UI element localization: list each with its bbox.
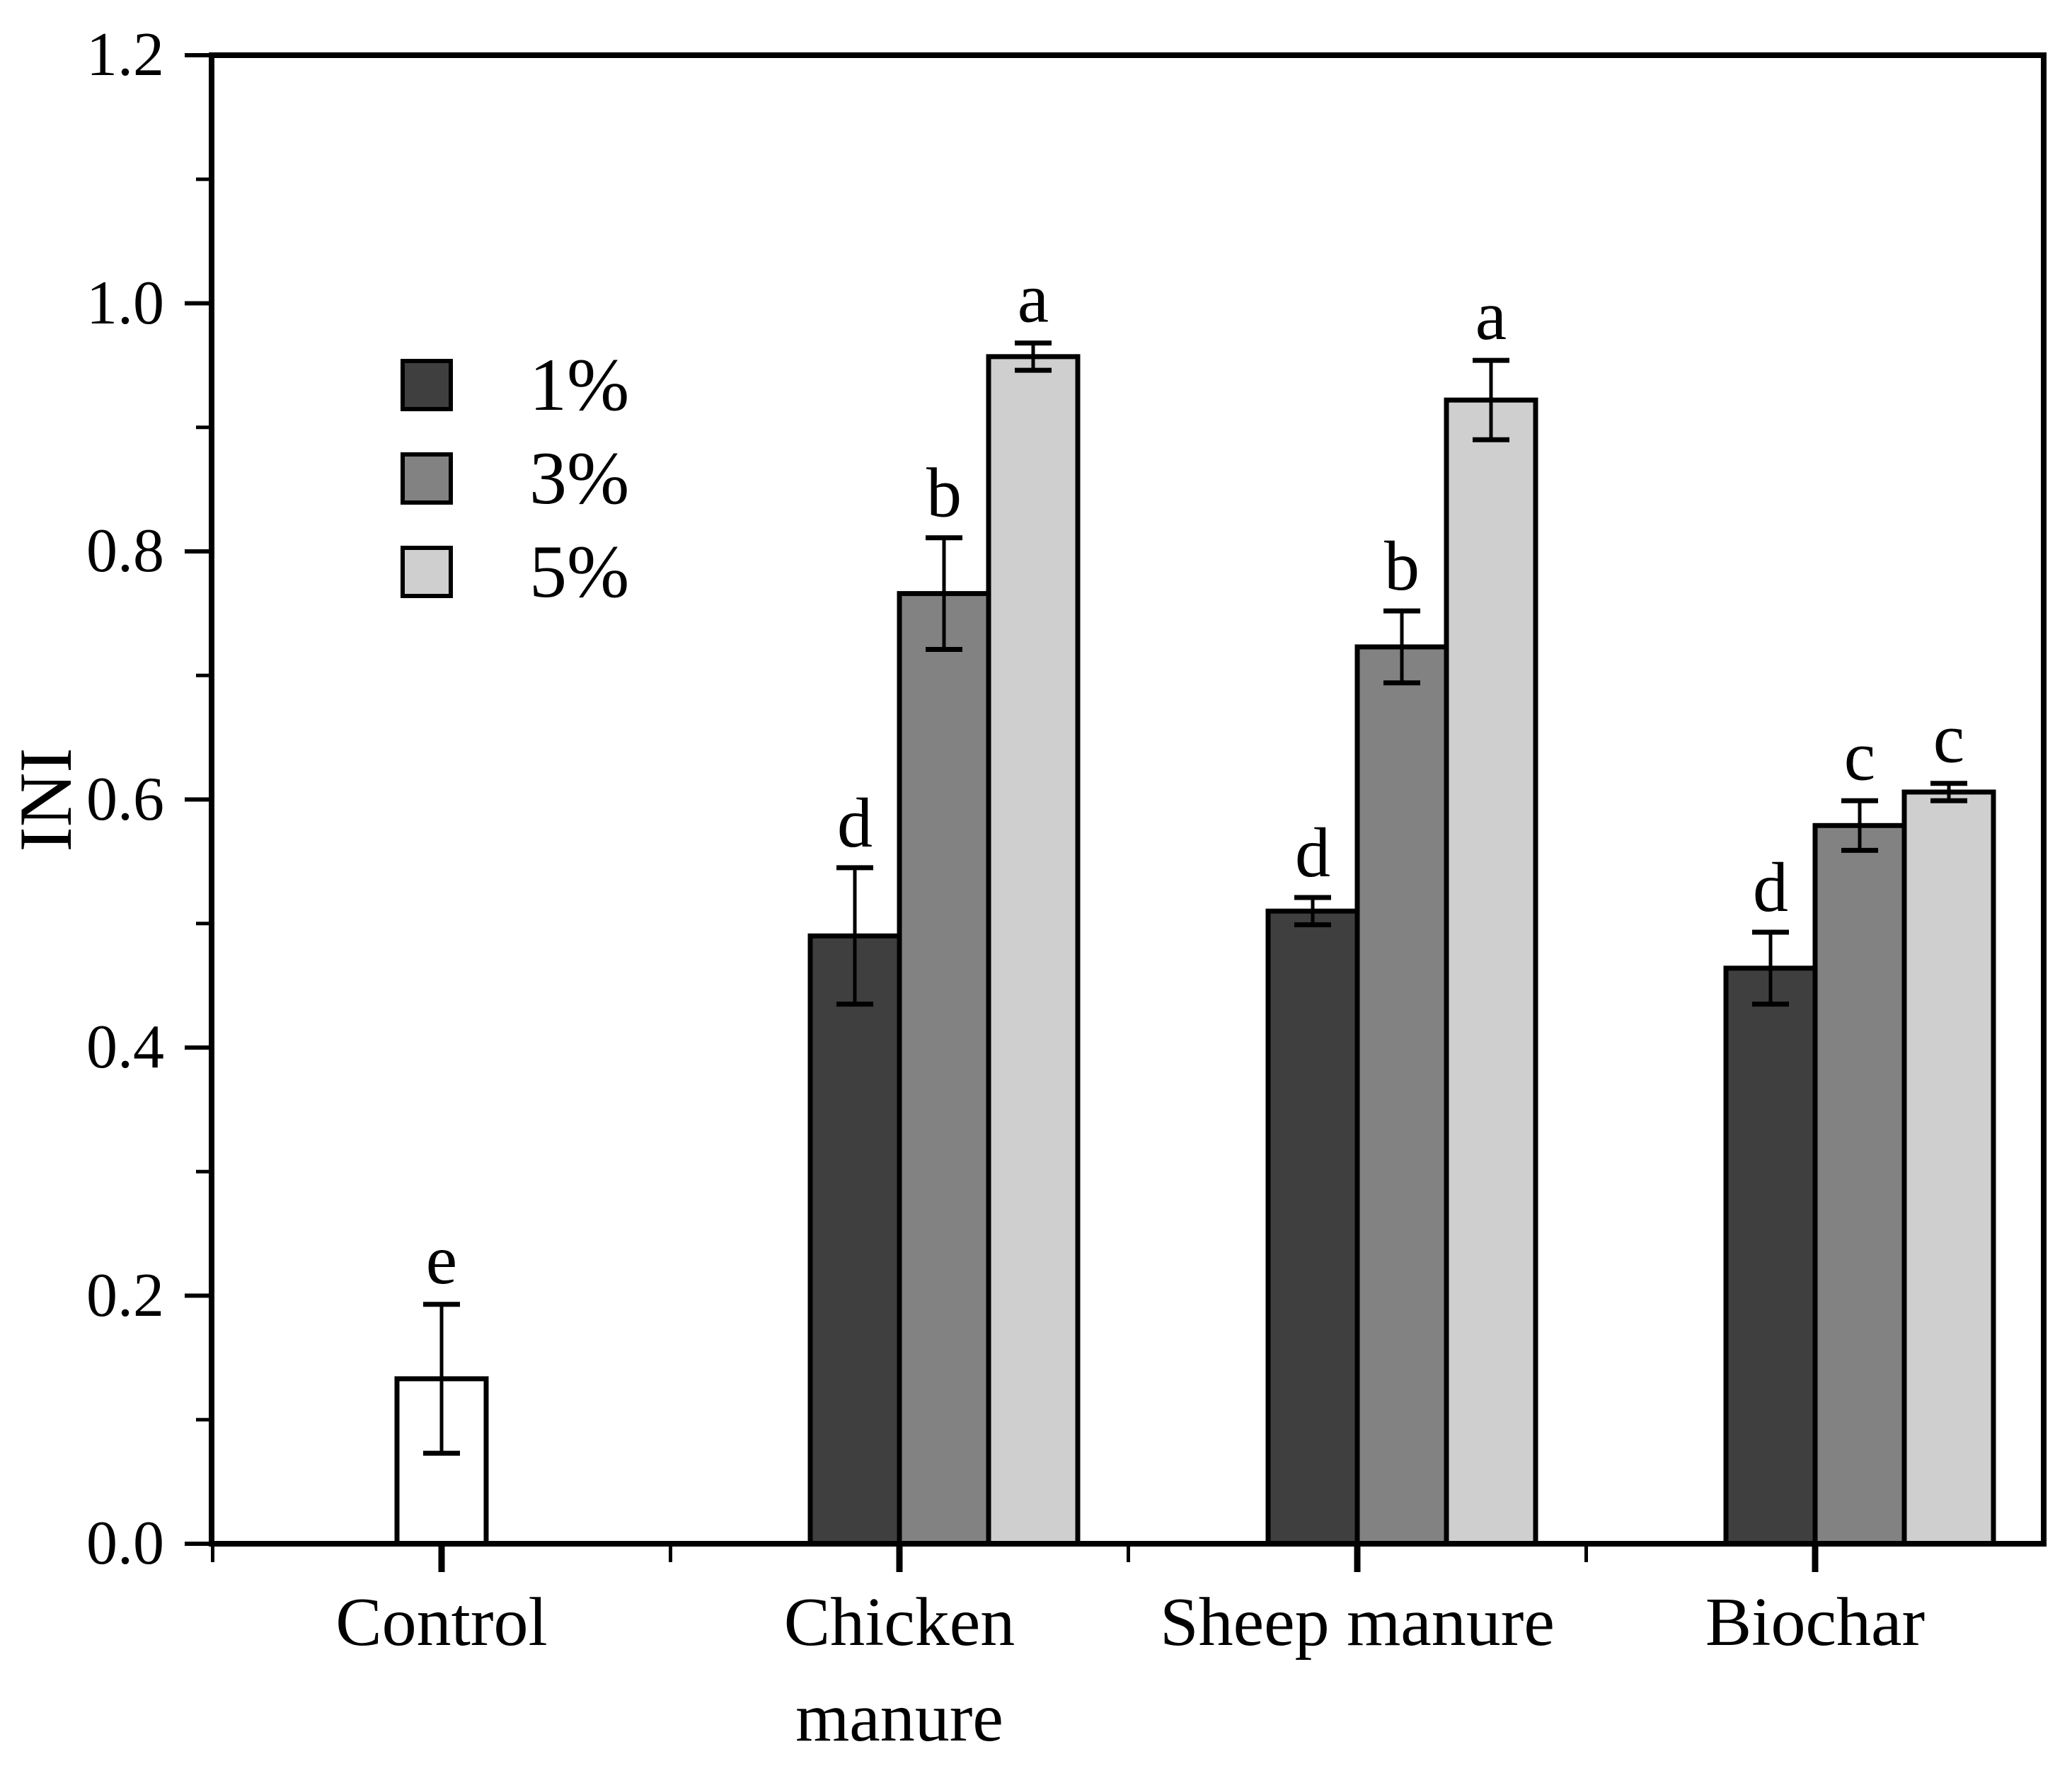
y-tick-label: 0.4	[86, 1013, 164, 1082]
sig-letter-control: e	[426, 1220, 457, 1299]
y-tick-label: 1.0	[86, 268, 164, 338]
x-category-label-control: Control	[335, 1584, 548, 1661]
legend-label-1pct: 1%	[529, 343, 630, 426]
sig-letter-biochar-3-: c	[1844, 716, 1875, 795]
y-tick-label: 0.2	[86, 1261, 164, 1330]
bar-biochar-5-	[1901, 789, 1996, 1547]
bar-chicken-manure-5-	[986, 354, 1081, 1547]
legend-entry-1pct: 1%	[401, 348, 629, 423]
sig-letter-chicken-manure-1-: d	[837, 784, 873, 862]
legend-swatch-1pct	[401, 359, 453, 411]
y-tick-label: 0.8	[86, 517, 164, 585]
sig-letter-biochar-1-: d	[1753, 848, 1788, 927]
legend-label-3pct: 3%	[529, 437, 630, 520]
bar-sheep-manure-5-	[1444, 397, 1538, 1547]
x-category-label-sheep-manure: Sheep manure	[1160, 1584, 1555, 1661]
sig-letter-chicken-manure-5-: a	[1018, 259, 1049, 338]
y-tick-label: 0.6	[86, 764, 164, 834]
bar-sheep-manure-3-	[1354, 644, 1449, 1547]
bar-biochar-1-	[1723, 965, 1818, 1547]
sig-letter-biochar-5-: c	[1933, 699, 1964, 778]
bar-biochar-3-	[1812, 822, 1907, 1547]
legend-swatch-3pct	[401, 452, 453, 505]
sig-letter-sheep-manure-3-: b	[1384, 527, 1420, 605]
legend-label-5pct: 5%	[529, 530, 630, 613]
legend: 1% 3% 5%	[401, 348, 629, 639]
legend-entry-5pct: 5%	[401, 534, 629, 609]
plot-frame	[209, 52, 2047, 1547]
y-tick-label: 0.0	[86, 1509, 164, 1578]
x-category-label-chicken-manure: Chicken manure	[783, 1584, 1015, 1756]
sig-letter-chicken-manure-3-: b	[926, 454, 962, 532]
legend-entry-3pct: 3%	[401, 441, 629, 516]
bar-chicken-manure-1-	[807, 933, 902, 1547]
bar-sheep-manure-1-	[1265, 908, 1360, 1547]
x-category-label-biochar: Biochar	[1705, 1584, 1926, 1661]
sig-letter-sheep-manure-1-: d	[1295, 813, 1330, 892]
bar-chicken-manure-3-	[897, 591, 991, 1547]
legend-swatch-5pct	[401, 546, 453, 598]
y-tick-label: 1.2	[86, 21, 164, 89]
sig-letter-sheep-manure-5-: a	[1475, 276, 1507, 355]
